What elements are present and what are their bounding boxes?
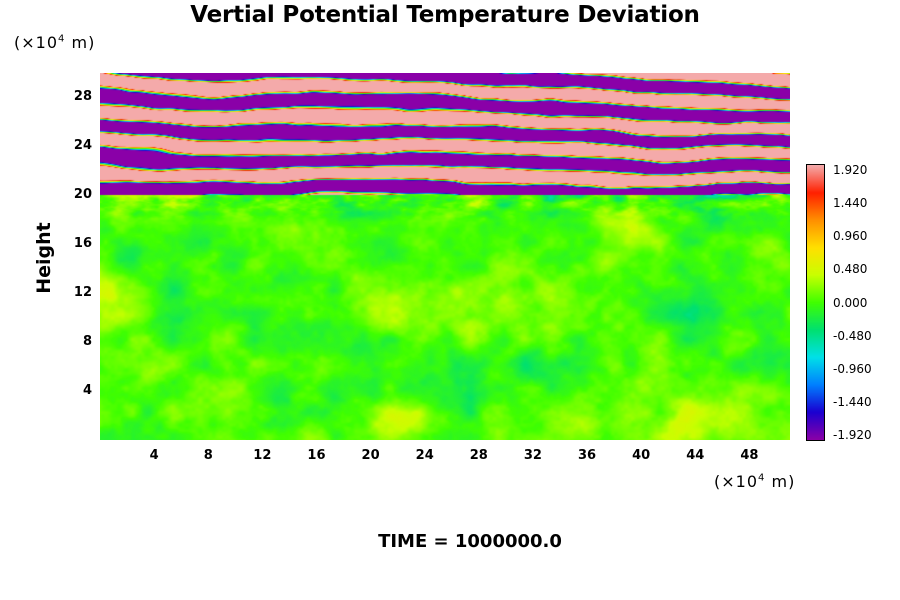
colorbar-tick-label: -0.480 xyxy=(833,328,872,343)
y-tick-label: 4 xyxy=(82,383,92,399)
x-axis-unit: (×104 m) xyxy=(714,472,795,491)
x-tick-label: 24 xyxy=(415,448,434,463)
colorbar-tick-label: 0.480 xyxy=(833,262,868,277)
colorbar xyxy=(806,164,825,441)
x-tick-label: 20 xyxy=(361,448,380,463)
y-axis-label: Height xyxy=(33,222,55,294)
colorbar-tick-label: 1.920 xyxy=(833,163,868,177)
colorbar-tick-label: 0.000 xyxy=(833,295,868,310)
x-tick-label: 48 xyxy=(740,448,759,463)
x-unit-suffix: m) xyxy=(765,472,796,491)
x-tick-label: 36 xyxy=(578,448,597,463)
x-tick-label: 28 xyxy=(469,448,488,463)
y-tick-label: 28 xyxy=(73,89,92,105)
heatmap-plot-area xyxy=(100,73,790,440)
y-unit-exponent: 4 xyxy=(58,33,66,45)
y-unit-prefix: (×10 xyxy=(14,33,59,52)
y-axis-unit: (×104 m) xyxy=(14,33,95,52)
time-label: TIME = 1000000.0 xyxy=(378,531,562,552)
y-tick-label: 24 xyxy=(73,138,92,154)
x-tick-label: 4 xyxy=(149,448,159,463)
x-tick-label: 32 xyxy=(523,448,542,463)
x-tick-label: 8 xyxy=(203,448,213,463)
y-tick-label: 16 xyxy=(73,236,92,252)
colorbar-tick-label: -0.960 xyxy=(833,361,872,376)
x-tick-label: 16 xyxy=(307,448,326,463)
colorbar-tick-label: -1.440 xyxy=(833,394,872,409)
x-unit-exponent: 4 xyxy=(758,472,766,484)
y-unit-suffix: m) xyxy=(65,33,96,52)
x-tick-label: 40 xyxy=(632,448,651,463)
x-unit-prefix: (×10 xyxy=(714,472,759,491)
x-tick-label: 12 xyxy=(253,448,272,463)
y-tick-label: 12 xyxy=(73,285,92,301)
colorbar-tick-label: 1.440 xyxy=(833,196,868,211)
chart-title: Vertial Potential Temperature Deviation xyxy=(190,2,700,28)
y-tick-label: 8 xyxy=(82,334,92,350)
y-tick-label: 20 xyxy=(73,187,92,203)
colorbar-tick-label: 0.960 xyxy=(833,229,868,244)
x-tick-label: 44 xyxy=(686,448,705,463)
colorbar-tick-label: -1.920 xyxy=(833,428,872,442)
